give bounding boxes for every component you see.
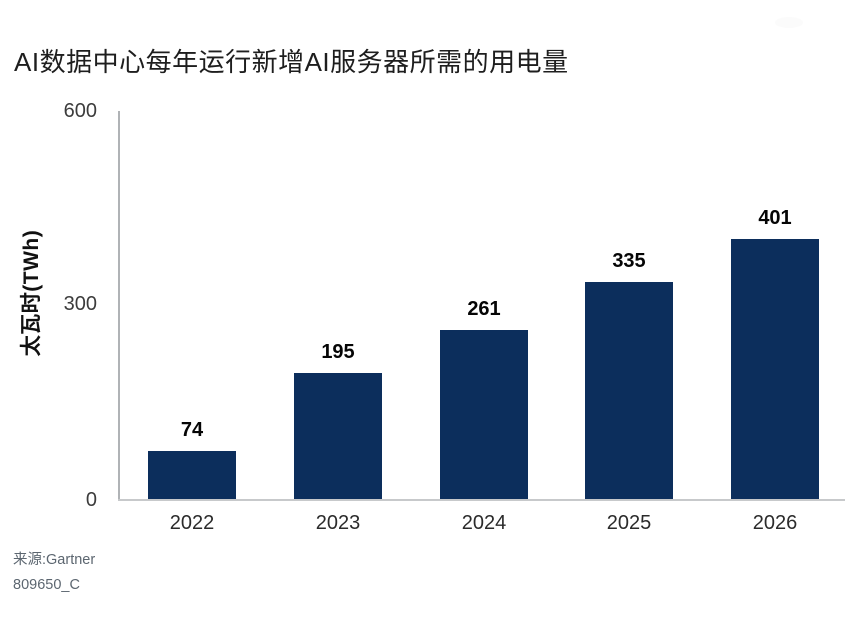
- faint-smudge: [775, 17, 803, 28]
- source-text: 来源:Gartner: [13, 552, 96, 568]
- x-tick-label: 2023: [315, 512, 361, 534]
- bar-value-label: 74: [180, 419, 204, 441]
- y-tick-300: 300: [63, 293, 97, 315]
- chart-title: AI数据中心每年运行新增AI服务器所需的用电量: [14, 47, 569, 77]
- y-axis-label: 太瓦时(TWh): [20, 229, 43, 357]
- y-tick-0: 0: [85, 489, 97, 511]
- bar-2022: [148, 451, 236, 499]
- x-tick-label: 2024: [461, 512, 507, 534]
- y-tick-600: 600: [63, 100, 97, 122]
- bar-2023: [294, 373, 382, 499]
- bar-value-label: 195: [321, 341, 355, 363]
- bar-2025: [585, 282, 673, 499]
- source-id-text: 809650_C: [13, 577, 80, 593]
- x-tick-label: 2026: [752, 512, 798, 534]
- x-axis-baseline: [118, 499, 845, 501]
- y-axis-line: [118, 111, 120, 500]
- x-tick-label: 2025: [606, 512, 652, 534]
- bar-2024: [440, 330, 528, 499]
- bar-value-label: 401: [758, 207, 792, 229]
- bar-2026: [731, 239, 819, 499]
- bar-value-label: 261: [467, 298, 501, 320]
- x-tick-label: 2022: [169, 512, 215, 534]
- bar-value-label: 335: [612, 250, 646, 272]
